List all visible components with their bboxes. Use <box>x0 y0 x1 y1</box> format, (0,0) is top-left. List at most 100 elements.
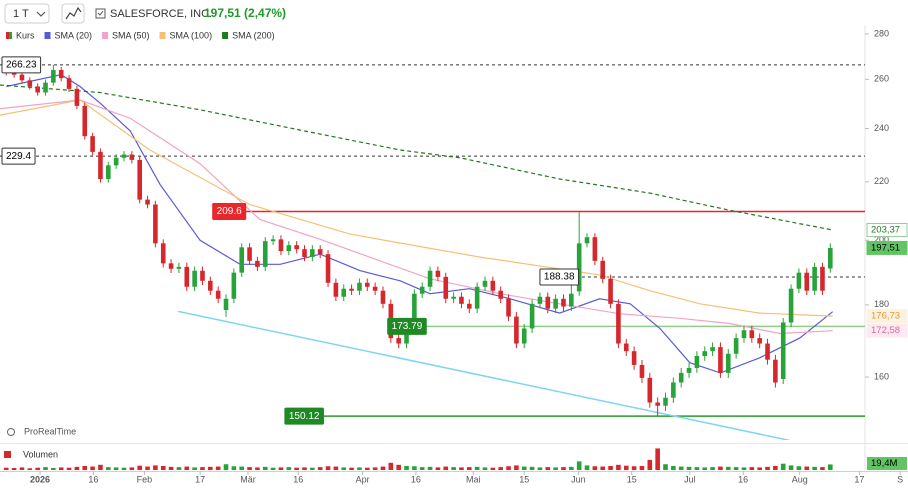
volume-bar <box>623 465 629 470</box>
candle-body <box>639 364 645 378</box>
volume-bar <box>655 448 660 470</box>
volume-label: 19,4M <box>871 458 897 469</box>
candle-body <box>184 266 190 287</box>
candle-body <box>459 296 464 304</box>
volume-bar <box>239 466 245 470</box>
volume-bar <box>600 466 606 470</box>
candle-body <box>482 280 488 287</box>
candle-body <box>357 282 362 291</box>
volume-bar <box>160 465 166 470</box>
price-label: 197,51 <box>871 242 900 253</box>
legend-swatch <box>9 32 12 39</box>
candle-body <box>317 249 323 255</box>
x-tick-label: 16 <box>88 474 98 484</box>
volume-bar <box>427 466 433 470</box>
volume-bar <box>90 466 95 470</box>
candle-body <box>741 330 747 339</box>
candle-body <box>145 199 150 205</box>
candle-body <box>592 237 598 261</box>
level-label-box <box>212 203 247 221</box>
volume-bar <box>451 467 456 470</box>
volume-bar <box>168 466 174 470</box>
volume-bar <box>349 467 354 470</box>
price-label-box <box>866 223 908 238</box>
volume-label-box <box>867 457 907 470</box>
candle-body <box>129 154 135 160</box>
candle-body <box>733 338 739 354</box>
candle-body <box>98 151 103 180</box>
candle-body <box>765 343 770 360</box>
volume-bar <box>255 467 260 470</box>
price-label: 176,73 <box>871 311 900 322</box>
candle-body <box>451 296 456 299</box>
candle-body <box>663 397 668 406</box>
volume-bar <box>66 467 72 470</box>
price-label: 172,58 <box>871 325 900 336</box>
x-tick-label: 15 <box>627 474 637 484</box>
sma-line <box>0 84 833 231</box>
candle-body <box>372 286 378 291</box>
candle-body <box>498 290 503 299</box>
chart-type-button[interactable] <box>61 3 85 24</box>
candle-body <box>647 377 653 403</box>
trendline <box>177 310 792 440</box>
volume-bar <box>780 463 786 470</box>
legend-swatch <box>222 32 229 39</box>
candle-body <box>239 247 245 273</box>
interval: 1 T <box>13 8 29 20</box>
legend-label: Kurs <box>16 30 35 40</box>
legend-swatch <box>102 32 109 39</box>
candle-body <box>380 290 386 304</box>
candle-body <box>616 303 621 344</box>
candle-body <box>623 343 629 352</box>
volume-bar <box>106 467 111 470</box>
symbol: SALESFORCE, INC. <box>110 8 212 20</box>
candle-body <box>490 280 496 291</box>
volume-bar <box>537 467 543 470</box>
candle-body <box>113 157 119 166</box>
volume-bar <box>43 467 48 470</box>
volume-bar <box>74 466 80 470</box>
volume-bar <box>145 466 150 470</box>
volume-bar <box>325 466 331 470</box>
volume-bar <box>741 467 747 470</box>
y-tick-label: 160 <box>874 371 889 381</box>
candle-body <box>820 266 825 291</box>
volume-bar <box>215 466 221 470</box>
candle-body <box>160 243 166 264</box>
legend-swatch <box>44 32 51 39</box>
y-tick-label: 180 <box>874 299 889 309</box>
volume-bar <box>804 466 810 470</box>
level-label-box <box>284 407 324 425</box>
candle-body <box>631 351 637 365</box>
legend-label: SMA (100) <box>170 30 213 40</box>
overlay: 280 260 240 220 200 180 160 2026 16 Feb 17 Mär 16 Apr… <box>1 28 908 484</box>
x-tick-label: 15 <box>519 474 529 484</box>
candle-body <box>537 296 543 304</box>
volume-bar <box>584 465 590 470</box>
candle-body <box>82 105 88 137</box>
volume-bar <box>490 467 496 470</box>
volume-bar <box>372 467 378 470</box>
candle-body <box>333 282 339 297</box>
candle-body <box>200 270 205 281</box>
candle-body <box>812 266 817 291</box>
volume-bar <box>247 467 252 470</box>
x-tick-label: 2026 <box>30 474 50 484</box>
candle-body <box>788 288 794 323</box>
candle-body <box>725 353 731 373</box>
candle-body <box>804 272 810 291</box>
candle-body <box>43 82 48 93</box>
candle-body <box>121 154 127 158</box>
candle-body <box>341 288 347 297</box>
interval-select[interactable] <box>4 3 50 24</box>
candle-body <box>412 293 417 323</box>
candle-body <box>678 372 684 383</box>
volume-bar <box>294 467 299 470</box>
candle-body <box>11 72 17 75</box>
volume-bar <box>569 466 574 470</box>
candle-body <box>223 298 229 310</box>
volume-bar <box>121 467 127 470</box>
volume-bar <box>11 467 17 470</box>
